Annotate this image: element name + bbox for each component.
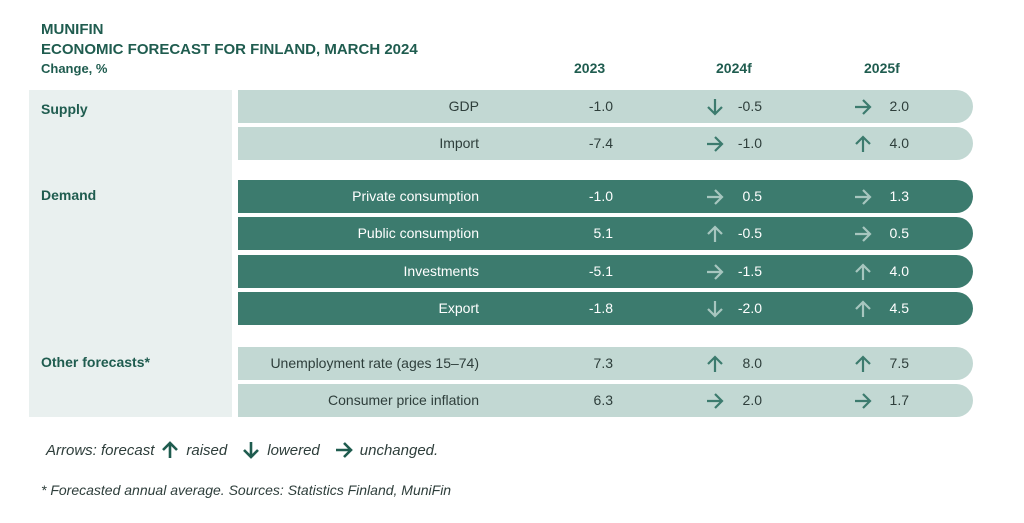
value-2025f: 4.5 [889, 300, 909, 316]
value-2025f: 7.5 [889, 355, 909, 371]
arrow-right-icon [707, 393, 724, 409]
section-label: Supply [41, 101, 88, 117]
row-label: Consumer price inflation [328, 392, 479, 408]
value-2025f: 2.0 [889, 98, 909, 114]
row-label: Public consumption [357, 225, 479, 241]
unit-label: Change, % [41, 61, 108, 76]
section-panel [29, 90, 232, 417]
section-label: Demand [41, 187, 97, 203]
section-label: Other forecasts* [41, 354, 150, 370]
row-label: Investments [403, 263, 479, 279]
table-row: Import -7.4 -1.0 4.0 [238, 127, 973, 160]
value-2025f: 4.0 [889, 135, 909, 151]
value-2024f: -0.5 [737, 225, 762, 241]
arrow-right-icon [855, 393, 872, 409]
value-2024f: 0.5 [742, 188, 762, 204]
table-row: GDP -1.0 -0.5 2.0 [238, 90, 973, 123]
legend-unchanged: unchanged. [359, 441, 439, 459]
header: MUNIFIN ECONOMIC FORECAST FOR FINLAND, M… [41, 20, 418, 78]
arrow-down-icon [243, 442, 260, 459]
legend: Arrows: forecast raised lowered unchange… [46, 440, 438, 460]
column-header-2025f: 2025f [864, 60, 900, 76]
arrow-right-icon [707, 136, 724, 152]
row-label: GDP [448, 98, 479, 114]
value-2023: 7.3 [593, 355, 613, 371]
value-2023: 5.1 [593, 225, 613, 241]
arrow-right-icon [707, 264, 724, 280]
value-2023: -1.8 [588, 300, 613, 316]
table-row: Consumer price inflation 6.3 2.0 1.7 [238, 384, 973, 417]
page-title: ECONOMIC FORECAST FOR FINLAND, MARCH 202… [41, 41, 418, 58]
table-row: Unemployment rate (ages 15–74) 7.3 8.0 7.5 [238, 347, 973, 380]
table-row: Private consumption -1.0 0.5 1.3 [238, 180, 973, 213]
legend-prefix: Arrows: forecast [46, 441, 155, 459]
arrow-down-icon [707, 301, 723, 318]
value-2023: 6.3 [593, 392, 613, 408]
arrow-up-icon [855, 135, 871, 152]
row-label: Import [439, 135, 479, 151]
arrow-up-icon [855, 263, 871, 280]
arrow-right-icon [335, 442, 353, 458]
table-row: Public consumption 5.1 -0.5 0.5 [238, 217, 973, 250]
row-label: Private consumption [352, 188, 479, 204]
value-2024f: -1.0 [737, 135, 762, 151]
value-2024f: 8.0 [742, 355, 762, 371]
value-2024f: -1.5 [737, 263, 762, 279]
value-2024f: -0.5 [737, 98, 762, 114]
column-header-2024f: 2024f [716, 60, 752, 76]
brand-name: MUNIFIN [41, 21, 104, 38]
arrow-right-icon [707, 189, 724, 205]
arrow-down-icon [707, 99, 723, 116]
value-2024f: 2.0 [742, 392, 762, 408]
arrow-up-icon [855, 355, 871, 372]
value-2023: -7.4 [588, 135, 613, 151]
value-2023: -5.1 [588, 263, 613, 279]
footnote: * Forecasted annual average. Sources: St… [41, 482, 452, 498]
row-label: Unemployment rate (ages 15–74) [270, 355, 479, 371]
arrow-right-icon [855, 226, 872, 242]
table-row: Export -1.8 -2.0 4.5 [238, 292, 973, 325]
arrow-up-icon [855, 300, 871, 317]
value-2025f: 1.7 [889, 392, 909, 408]
arrow-right-icon [855, 189, 872, 205]
arrow-up-icon [707, 355, 723, 372]
legend-raised: raised [186, 441, 228, 459]
value-2023: -1.0 [588, 98, 613, 114]
arrow-up-icon [707, 225, 723, 242]
row-label: Export [438, 300, 479, 316]
value-2023: -1.0 [588, 188, 613, 204]
value-2025f: 4.0 [889, 263, 909, 279]
value-2025f: 0.5 [889, 225, 909, 241]
value-2024f: -2.0 [737, 300, 762, 316]
table-row: Investments -5.1 -1.5 4.0 [238, 255, 973, 288]
arrow-up-icon [162, 441, 179, 458]
legend-lowered: lowered [267, 441, 320, 459]
value-2025f: 1.3 [889, 188, 909, 204]
column-header-2023: 2023 [574, 60, 606, 76]
arrow-right-icon [855, 99, 872, 115]
